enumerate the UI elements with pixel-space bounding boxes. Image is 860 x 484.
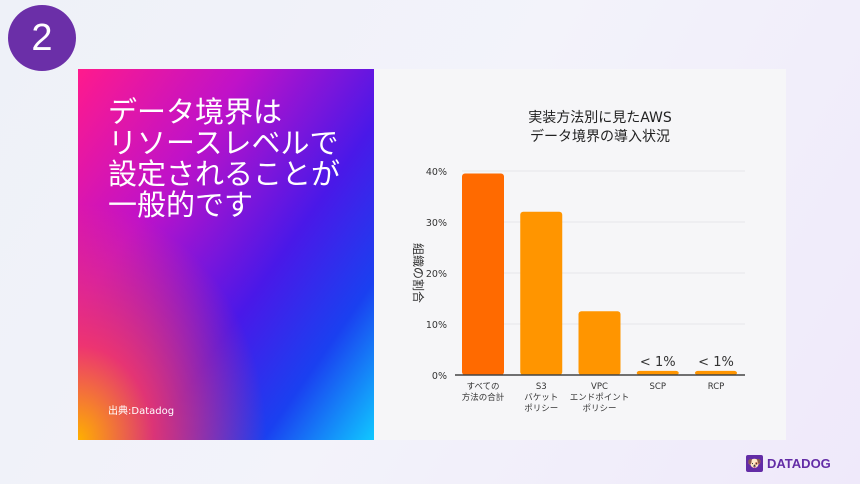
x-tick-label: ポリシー <box>524 404 558 414</box>
data-label: < 1% <box>640 355 676 370</box>
bar-chart: 実装方法別に見たAWS データ境界の導入状況 0% 10% 20% 30% 40% 組織の割合… <box>411 110 745 414</box>
bar <box>462 173 504 375</box>
chart-title: 実装方法別に見たAWS <box>528 110 672 126</box>
y-tick-label: 30% <box>426 218 447 229</box>
source-note: 出典:Datadog <box>108 406 175 417</box>
x-tick-label: SCP <box>650 382 666 392</box>
x-tick-label: S3 <box>536 382 547 392</box>
bar <box>636 370 679 375</box>
x-tick-label: 方法の合計 <box>462 392 505 403</box>
x-tick-label: RCP <box>708 382 725 392</box>
chart-panel <box>374 69 786 440</box>
x-tick-label: ポリシー <box>582 404 616 414</box>
y-tick-label: 10% <box>426 320 447 331</box>
y-axis-label: 組織の割合 <box>411 243 426 303</box>
y-tick-label: 40% <box>426 167 447 178</box>
brand-name: DATADOG <box>767 456 831 471</box>
datadog-logo: 🐶 DATADOG <box>746 455 831 472</box>
bar <box>520 211 563 375</box>
x-tick-label: エンドポイント <box>570 393 630 403</box>
chart-title: データ境界の導入状況 <box>530 128 670 145</box>
bar <box>695 370 737 375</box>
data-label: < 1% <box>698 355 734 370</box>
headline: データ境界は リソースレベルで 設定されることが 一般的です <box>108 95 341 222</box>
datadog-dog-icon: 🐶 <box>746 455 763 472</box>
x-tick-label: バケット <box>524 393 558 403</box>
x-tick-label: VPC <box>591 382 608 392</box>
y-tick-label: 0% <box>432 371 447 382</box>
bar <box>578 311 621 375</box>
slide-number-badge: 2 <box>8 5 76 71</box>
headline-panel: データ境界は リソースレベルで 設定されることが 一般的です 出典:Datado… <box>78 69 374 440</box>
x-tick-label: すべての <box>466 382 499 392</box>
y-tick-label: 20% <box>426 269 447 280</box>
